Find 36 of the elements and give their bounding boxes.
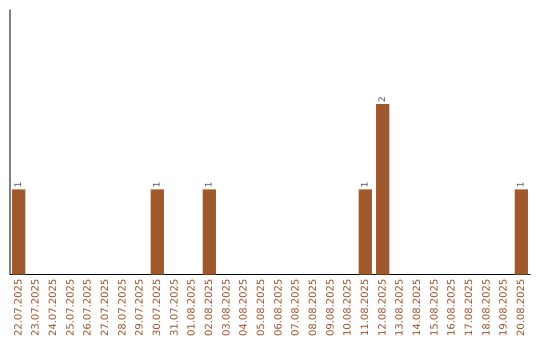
x-tick-label: 19.08.2025 (498, 278, 510, 336)
data-label: 1 (360, 182, 371, 188)
x-tick-label: 06.08.2025 (273, 278, 284, 336)
x-tick-label: 17.08.2025 (464, 278, 475, 336)
x-tick-label: 15.08.2025 (429, 278, 440, 336)
x-tick-label: 18.08.2025 (481, 278, 492, 336)
x-tick-label: 30.07.2025 (152, 278, 163, 336)
x-tick-label: 11.08.2025 (360, 278, 371, 336)
x-tick-label: 20.08.2025 (516, 278, 527, 336)
x-tick-label: 12.08.2025 (377, 278, 388, 336)
x-tick-label: 01.08.2025 (186, 278, 198, 336)
x-tick-label: 16.08.2025 (446, 278, 458, 336)
x-tick-label: 24.07.2025 (48, 278, 59, 336)
x-tick-label: 26.07.2025 (82, 278, 94, 336)
x-tick-label: 02.08.2025 (204, 278, 215, 336)
x-tick-label: 04.08.2025 (238, 278, 250, 336)
data-label: 2 (378, 96, 388, 102)
x-tick-label: 05.08.2025 (256, 278, 267, 336)
x-tick-label: 08.08.2025 (308, 278, 319, 336)
data-label: 1 (152, 182, 163, 188)
data-label: 1 (204, 182, 215, 188)
x-tick-label: 23.07.2025 (30, 278, 42, 336)
x-tick-label: 29.07.2025 (134, 278, 146, 336)
x-tick-label: 27.07.2025 (100, 278, 111, 336)
x-tick-label: 03.08.2025 (221, 278, 232, 336)
x-tick-label: 28.07.2025 (117, 278, 128, 336)
x-tick-label: 22.07.2025 (13, 278, 24, 336)
data-label: 1 (14, 182, 24, 188)
data-label: 1 (516, 182, 527, 188)
x-tick-label: 10.08.2025 (342, 278, 354, 336)
x-tick-label: 14.08.2025 (412, 278, 423, 336)
x-tick-label: 09.08.2025 (325, 278, 336, 336)
x-tick-label: 07.08.2025 (290, 278, 302, 336)
x-tick-label: 31.07.2025 (169, 278, 180, 336)
x-tick-label: 13.08.2025 (394, 278, 406, 336)
x-tick-label: 25.07.2025 (65, 278, 76, 336)
